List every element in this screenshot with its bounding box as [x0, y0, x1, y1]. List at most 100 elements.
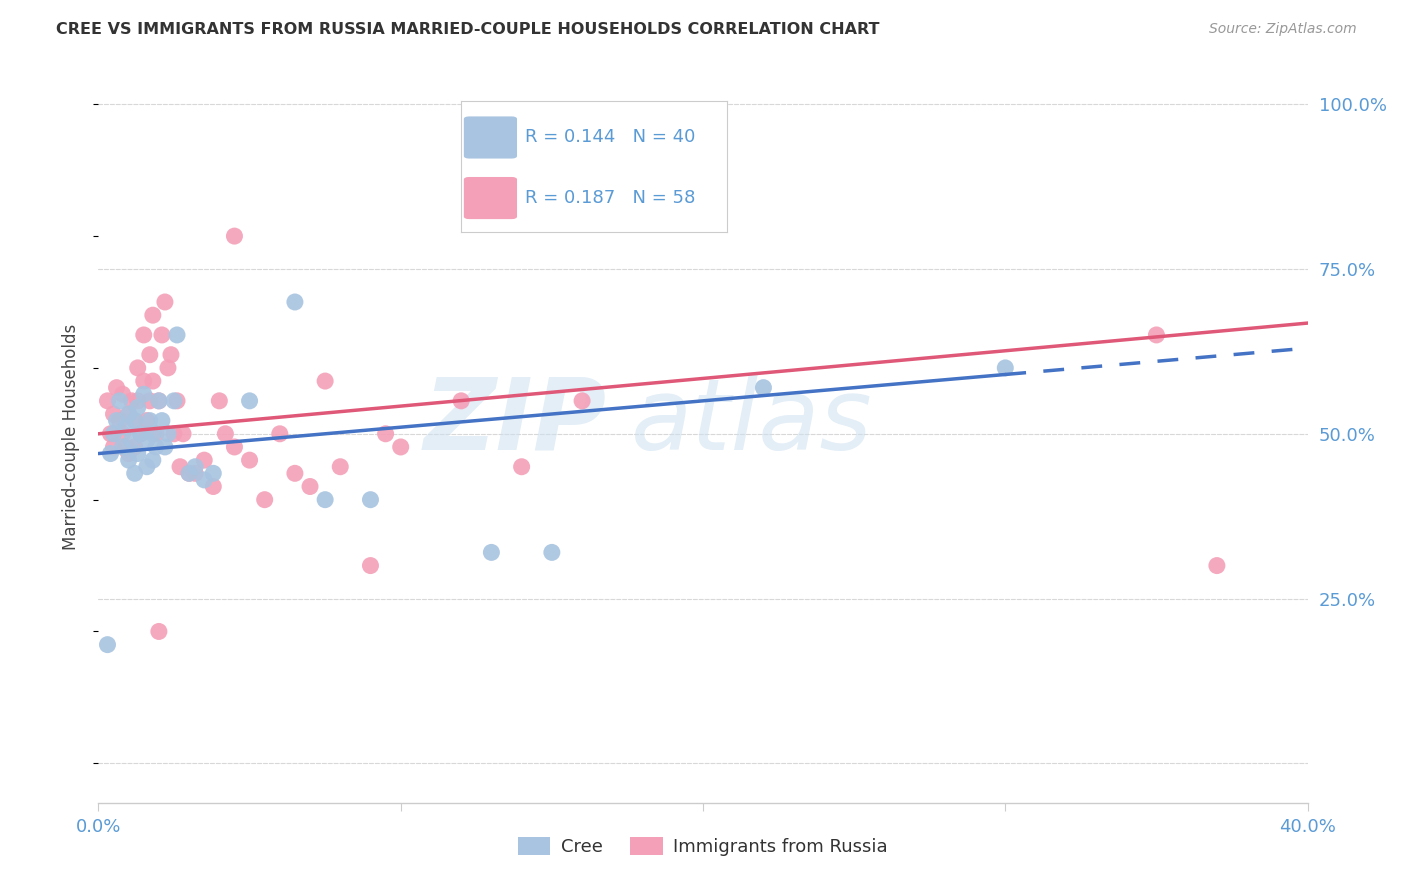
- Point: [124, 414, 146, 428]
- Point: [103, 407, 125, 421]
- Point: [360, 492, 382, 507]
- Point: [329, 459, 352, 474]
- Point: [202, 467, 225, 481]
- Point: [314, 492, 336, 507]
- Point: [124, 440, 146, 454]
- Point: [108, 414, 131, 428]
- Point: [135, 459, 157, 474]
- Point: [118, 407, 141, 421]
- Point: [163, 393, 186, 408]
- Point: [135, 434, 157, 448]
- Point: [96, 393, 118, 408]
- Point: [153, 295, 176, 310]
- Point: [142, 426, 165, 441]
- Text: CREE VS IMMIGRANTS FROM RUSSIA MARRIED-COUPLE HOUSEHOLDS CORRELATION CHART: CREE VS IMMIGRANTS FROM RUSSIA MARRIED-C…: [56, 22, 880, 37]
- Point: [105, 381, 128, 395]
- Point: [179, 467, 201, 481]
- Point: [166, 393, 188, 408]
- Point: [118, 407, 141, 421]
- Point: [124, 467, 146, 481]
- Point: [184, 459, 207, 474]
- Point: [139, 393, 162, 408]
- Legend: Cree, Immigrants from Russia: Cree, Immigrants from Russia: [510, 830, 896, 863]
- Point: [111, 426, 134, 441]
- Point: [1144, 327, 1167, 342]
- Point: [114, 440, 136, 454]
- Point: [129, 426, 152, 441]
- Point: [239, 453, 262, 467]
- Point: [540, 545, 562, 559]
- Point: [214, 426, 236, 441]
- Point: [132, 374, 155, 388]
- Point: [239, 393, 262, 408]
- Point: [139, 414, 162, 428]
- Point: [224, 440, 246, 454]
- Point: [96, 638, 118, 652]
- Point: [160, 348, 183, 362]
- Point: [994, 360, 1017, 375]
- Point: [148, 393, 170, 408]
- Point: [148, 624, 170, 639]
- Point: [132, 387, 155, 401]
- Point: [129, 426, 152, 441]
- Point: [172, 426, 194, 441]
- Point: [253, 492, 276, 507]
- Text: atlas: atlas: [630, 374, 872, 471]
- Point: [193, 473, 215, 487]
- Point: [145, 440, 167, 454]
- Point: [118, 446, 141, 460]
- Point: [103, 426, 125, 441]
- Point: [150, 327, 173, 342]
- Point: [169, 459, 191, 474]
- Point: [100, 446, 122, 460]
- Point: [145, 426, 167, 441]
- Point: [481, 545, 503, 559]
- Point: [510, 459, 533, 474]
- Point: [389, 440, 412, 454]
- Point: [132, 327, 155, 342]
- Point: [208, 393, 231, 408]
- Point: [224, 229, 246, 244]
- Point: [360, 558, 382, 573]
- Point: [103, 440, 125, 454]
- Point: [127, 393, 149, 408]
- Point: [202, 479, 225, 493]
- Point: [100, 426, 122, 441]
- Point: [127, 401, 149, 415]
- Point: [150, 414, 173, 428]
- Point: [121, 393, 143, 408]
- Point: [135, 414, 157, 428]
- Point: [114, 420, 136, 434]
- Point: [142, 308, 165, 322]
- Point: [111, 387, 134, 401]
- Y-axis label: Married-couple Households: Married-couple Households: [62, 324, 80, 550]
- Point: [111, 440, 134, 454]
- Point: [571, 393, 593, 408]
- Point: [374, 426, 396, 441]
- Point: [142, 374, 165, 388]
- Text: Source: ZipAtlas.com: Source: ZipAtlas.com: [1209, 22, 1357, 37]
- Point: [156, 360, 179, 375]
- Point: [127, 360, 149, 375]
- Point: [314, 374, 336, 388]
- Point: [105, 414, 128, 428]
- Point: [450, 393, 472, 408]
- Point: [118, 453, 141, 467]
- Point: [121, 434, 143, 448]
- Text: ZIP: ZIP: [423, 374, 606, 471]
- Point: [752, 381, 775, 395]
- Point: [108, 393, 131, 408]
- Point: [284, 467, 307, 481]
- Point: [156, 426, 179, 441]
- Point: [148, 393, 170, 408]
- Point: [193, 453, 215, 467]
- Point: [127, 446, 149, 460]
- Point: [269, 426, 291, 441]
- Point: [299, 479, 322, 493]
- Point: [284, 295, 307, 310]
- Point: [153, 440, 176, 454]
- Point: [124, 414, 146, 428]
- Point: [184, 467, 207, 481]
- Point: [163, 426, 186, 441]
- Point: [166, 327, 188, 342]
